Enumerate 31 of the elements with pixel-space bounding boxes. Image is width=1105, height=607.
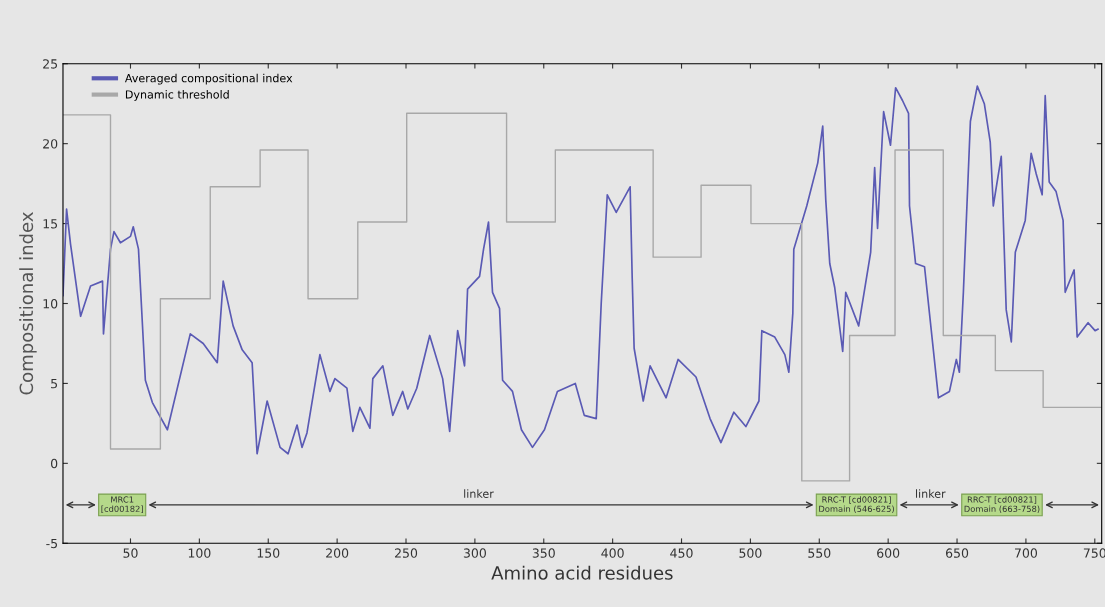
y-tick-label: -5	[46, 538, 58, 549]
x-tick-label: 400	[601, 548, 624, 558]
x-tick-label: 250	[394, 548, 418, 558]
x-tick-label: 200	[326, 548, 349, 558]
legend-label: Averaged compositional index	[124, 73, 293, 85]
x-tick-label: 500	[739, 548, 762, 558]
y-tick-label: 5	[51, 379, 58, 389]
legend-label: Dynamic threshold	[125, 90, 229, 101]
y-tick-label: 20	[43, 139, 58, 149]
x-tick-label: 100	[188, 548, 211, 558]
annotation: linker	[916, 489, 946, 498]
annotation: linker	[464, 489, 494, 498]
x-tick-label: 700	[1015, 548, 1038, 558]
y-tick-label: 25	[43, 59, 58, 69]
x-tick-label: 350	[532, 548, 555, 558]
y-tick-label: 15	[43, 219, 58, 229]
x-tick-label: 50	[123, 548, 138, 558]
y-axis-title: Compositional index	[19, 212, 37, 395]
x-tick-label: 650	[945, 548, 969, 558]
annotation: MRC1 [cd00182]	[101, 496, 143, 513]
y-tick-label: 10	[43, 298, 58, 309]
annotation: RRC-T [cd00821] Domain (663-758)	[964, 496, 1040, 513]
x-tick-label: 300	[463, 548, 486, 558]
x-tick-label: 450	[670, 548, 693, 558]
x-tick-label: 550	[808, 548, 831, 558]
x-tick-label: 600	[877, 548, 900, 558]
x-tick-label: 150	[257, 548, 280, 558]
annotation: RRC-T [cd00821] Domain (546-625)	[819, 496, 894, 513]
y-tick-label: 0	[51, 458, 58, 469]
x-axis-title: Amino acid residues	[491, 565, 673, 580]
x-tick-label: 750	[1083, 548, 1105, 558]
